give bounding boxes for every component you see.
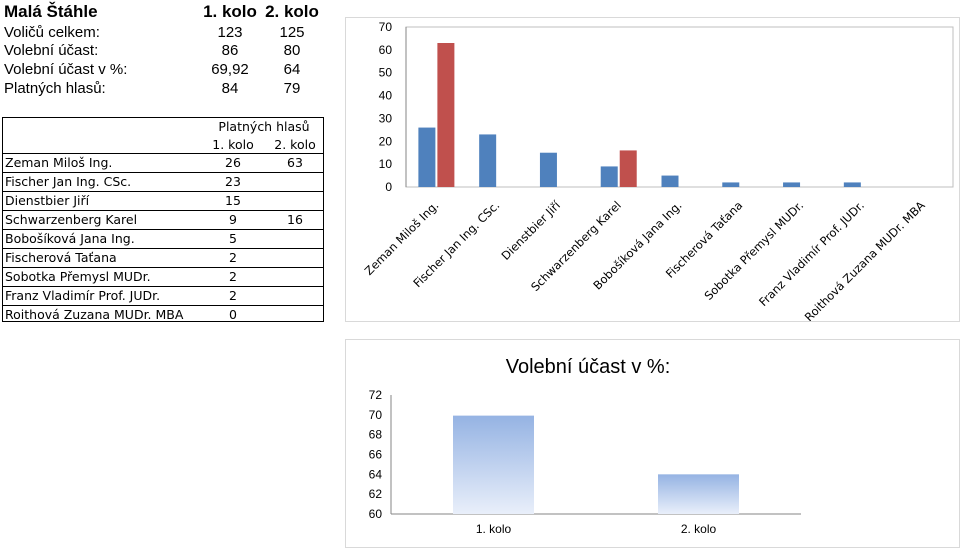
x-tick-label: Roithová Zuzana MUDr. MBA [802, 198, 928, 321]
bar [843, 182, 861, 187]
y-tick-label: 20 [379, 134, 393, 148]
y-tick-label: 68 [369, 428, 383, 442]
summary-header-row: Malá Štáhle 1. kolo 2. kolo [0, 2, 330, 22]
table-col2-header: 2. kolo [274, 137, 316, 152]
summary-value-1: 123 [217, 24, 243, 41]
summary-label: Voličů celkem: [4, 24, 100, 41]
summary-value-1: 69,92 [211, 61, 249, 78]
y-tick-label: 66 [369, 448, 383, 462]
y-tick-label: 10 [379, 157, 393, 171]
table-header: Platných hlasů [218, 119, 310, 134]
y-tick-label: 60 [369, 507, 383, 521]
table-row: Dienstbier Jiří 15 [3, 191, 323, 210]
y-tick-label: 0 [385, 180, 392, 194]
round1-votes: 15 [225, 193, 241, 208]
candidate-name: Bobošíková Jana Ing. [5, 231, 135, 246]
table-row: Roithová Zuzana MUDr. MBA 0 [3, 305, 323, 322]
round1-votes: 2 [229, 288, 237, 303]
summary-row: Voličů celkem: 123 125 [0, 23, 330, 43]
candidate-name: Sobotka Přemysl MUDr. [5, 269, 151, 284]
round1-votes: 26 [225, 155, 241, 170]
summary-value-1: 84 [221, 80, 239, 97]
x-tick-label: Franz Vladimír Prof. JUDr. [756, 198, 867, 309]
candidate-name: Franz Vladimír Prof. JUDr. [5, 288, 161, 303]
round1-votes: 0 [229, 307, 237, 322]
summary-label: Platných hlasů: [4, 80, 106, 97]
round1-votes: 2 [229, 269, 237, 284]
chart-title: Volební účast v %: [506, 356, 671, 378]
round1-votes: 9 [229, 212, 237, 227]
bar [661, 175, 679, 187]
table-row: Franz Vladimír Prof. JUDr. 2 [3, 286, 323, 305]
y-tick-label: 70 [379, 20, 393, 34]
summary-col2-header: 2. kolo [265, 2, 319, 21]
x-tick-label: Dienstbier Jiří [498, 198, 563, 263]
location-title: Malá Štáhle [4, 2, 98, 21]
x-tick-label: 1. kolo [476, 522, 512, 536]
votes-chart: 0 10 20 30 40 50 60 70 Zeman Miloš Ing. Fischer J… [345, 17, 960, 324]
bar [437, 43, 455, 187]
y-tick-label: 62 [369, 487, 383, 501]
y-tick-label: 60 [379, 43, 393, 57]
turnout-chart: Volební účast v %: 60 62 64 66 68 70 72 1. kolo 2… [345, 339, 960, 548]
round1-votes: 23 [225, 174, 241, 189]
candidate-name: Schwarzenberg Karel [5, 212, 138, 227]
summary-value-2: 64 [283, 61, 301, 78]
summary-value-2: 79 [283, 80, 301, 97]
summary-row: Volební účast v %: 69,92 64 [0, 60, 330, 80]
y-tick-label: 70 [369, 408, 383, 422]
bar [658, 474, 739, 514]
x-tick-label: Sobotka Přemysl MUDr. [702, 198, 807, 303]
table-row: Zeman Miloš Ing. 26 63 [3, 153, 323, 172]
candidate-name: Fischer Jan Ing. CSc. [5, 174, 132, 189]
table-row: Fischerová Taťana 2 [3, 248, 323, 267]
summary-row: Platných hlasů: 84 79 [0, 79, 330, 99]
round2-votes: 63 [287, 155, 303, 170]
round1-votes: 5 [229, 231, 237, 246]
bar [418, 127, 436, 187]
round1-votes: 2 [229, 250, 237, 265]
bar [783, 182, 801, 187]
candidate-name: Fischerová Taťana [5, 250, 117, 265]
candidate-name: Dienstbier Jiří [5, 193, 90, 208]
bar [479, 134, 497, 187]
x-tick-label: 2. kolo [681, 522, 717, 536]
bar [539, 152, 557, 187]
y-tick-label: 30 [379, 111, 393, 125]
round2-votes: 16 [287, 212, 303, 227]
y-tick-label: 50 [379, 66, 393, 80]
table-col1-header: 1. kolo [212, 137, 254, 152]
y-tick-label: 40 [379, 89, 393, 103]
summary-value-1: 86 [221, 42, 239, 59]
y-tick-label: 64 [369, 467, 383, 481]
summary-label: Volební účast v %: [4, 61, 128, 78]
summary-row: Volební účast: 86 80 [0, 41, 330, 61]
table-row: Schwarzenberg Karel 9 16 [3, 210, 323, 229]
bar [453, 415, 534, 514]
table-row: Bobošíková Jana Ing. 5 [3, 229, 323, 248]
candidate-name: Zeman Miloš Ing. [5, 155, 113, 170]
bar [619, 150, 637, 187]
bar [722, 182, 740, 187]
summary-value-2: 125 [279, 24, 305, 41]
bar [600, 166, 618, 187]
candidate-name: Roithová Zuzana MUDr. MBA [5, 307, 184, 322]
table-row: Sobotka Přemysl MUDr. 2 [3, 267, 323, 286]
turnout-chart-svg: Volební účast v %: 60 62 64 66 68 70 72 1. kolo 2… [369, 356, 801, 536]
summary-label: Volební účast: [4, 42, 99, 59]
y-tick-label: 72 [369, 388, 383, 402]
table-row: Fischer Jan Ing. CSc. 23 [3, 172, 323, 191]
summary-col1-header: 1. kolo [203, 2, 257, 21]
summary-value-2: 80 [283, 42, 301, 59]
candidates-table: Platných hlasů 1. kolo 2. kolo Zeman Mil… [2, 117, 324, 322]
